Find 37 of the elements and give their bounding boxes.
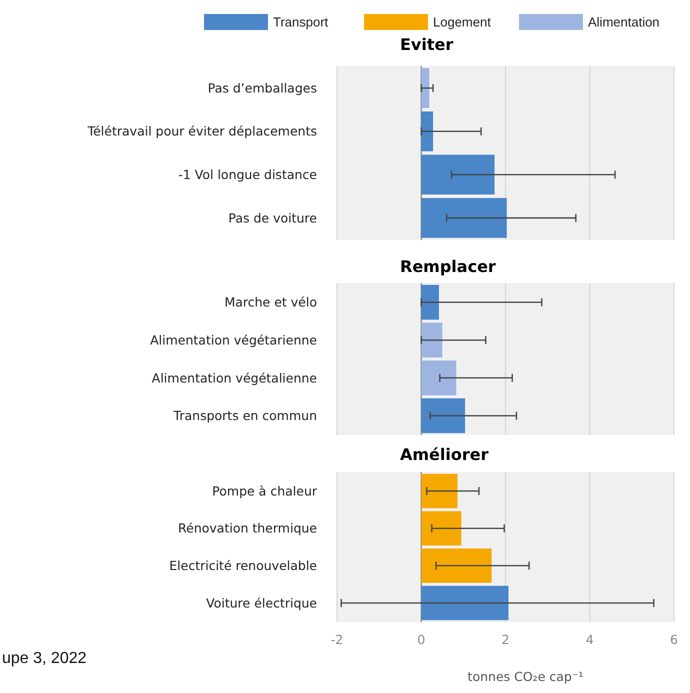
- text: upe 3, 2022: [2, 650, 87, 667]
- bar: [421, 111, 434, 152]
- y-tick-label: Marche et vélo: [224, 294, 317, 310]
- chart-title: Améliorer: [400, 445, 489, 464]
- y-tick-label: Pas d’emballages: [208, 80, 317, 96]
- bar: [421, 322, 442, 358]
- legend-label: Logement: [433, 14, 492, 30]
- x-tick-label: 4: [586, 632, 594, 647]
- legend-label: Alimentation: [588, 14, 660, 30]
- bar: [421, 548, 492, 583]
- bar: [421, 360, 456, 396]
- x-tick-label: 0: [417, 632, 426, 647]
- y-tick-label: Alimentation végétarienne: [150, 332, 318, 348]
- x-axis-title: tonnes CO₂e cap⁻¹: [468, 669, 584, 684]
- y-tick-label: -1 Vol longue distance: [178, 167, 318, 182]
- y-tick-label: Electricité renouvelable: [169, 558, 318, 574]
- bar: [421, 198, 507, 238]
- bar: [421, 511, 462, 546]
- x-tick-label: -2: [330, 632, 344, 647]
- bar: [421, 154, 495, 195]
- bar: [421, 586, 508, 620]
- y-tick-label: Alimentation végétalienne: [152, 370, 318, 386]
- bar: [421, 398, 466, 434]
- y-tick-label: Pas de voiture: [228, 210, 318, 226]
- y-tick-label: Transports en commun: [172, 408, 317, 424]
- chart-title: Remplacer: [400, 257, 496, 276]
- x-tick-label: 2: [502, 632, 510, 647]
- y-tick-label: Rénovation thermique: [178, 520, 318, 536]
- bar: [421, 284, 439, 320]
- bar: [421, 68, 430, 108]
- bar: [421, 474, 458, 508]
- x-tick-label: 6: [670, 632, 678, 647]
- chart-title: Eviter: [400, 35, 454, 54]
- legend-label: Transport: [273, 14, 329, 30]
- y-tick-label: Voiture électrique: [206, 595, 318, 610]
- y-tick-label: Pompe à chaleur: [212, 483, 318, 498]
- y-tick-label: Télétravail pour éviter déplacements: [86, 124, 317, 139]
